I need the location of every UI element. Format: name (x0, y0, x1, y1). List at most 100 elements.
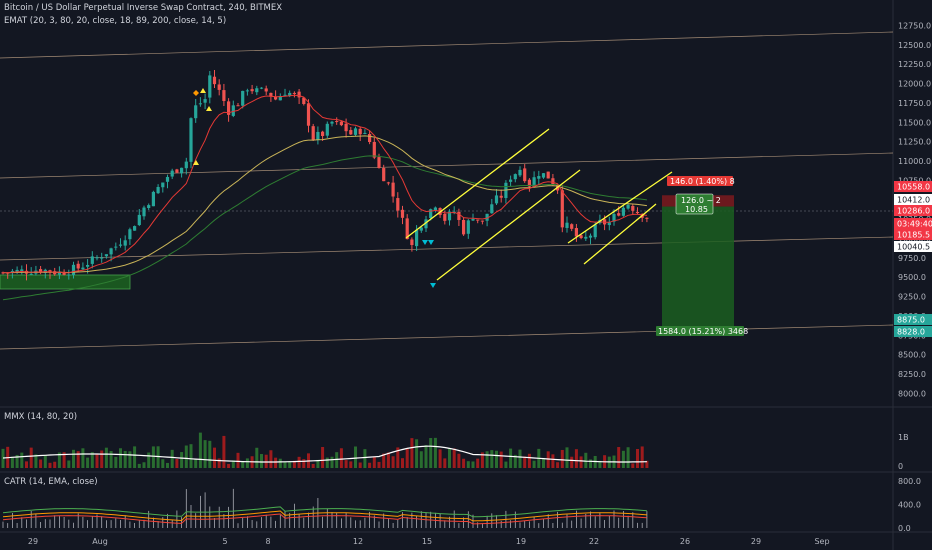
price-tick-label: 12250.0 (898, 60, 931, 69)
candle-body (353, 128, 358, 135)
price-tick-label: 11250.0 (898, 138, 931, 147)
volume-bar (354, 446, 357, 468)
volume-bar (504, 461, 508, 468)
volume-bar (227, 463, 231, 468)
catr-tick-label: 400.0 (898, 500, 921, 509)
channel-trendline (436, 169, 581, 281)
price-tag (894, 218, 932, 229)
chart-title: Bitcoin / US Dollar Perpetual Inverse Sw… (4, 3, 283, 13)
volume-bar (109, 451, 113, 468)
candle-body (382, 168, 386, 182)
volume-bar (86, 457, 90, 468)
time-tick-label: 19 (516, 537, 526, 546)
price-tag (894, 314, 932, 325)
candle-body (391, 182, 395, 197)
price-tick-label: 9500.0 (898, 273, 926, 282)
time-tick-label: 26 (680, 537, 690, 546)
candle-body (490, 204, 494, 214)
volume-bar (34, 454, 38, 468)
volume-bar (316, 459, 320, 468)
candle-body (208, 75, 212, 98)
candle-body (471, 218, 475, 221)
volume-bar (175, 458, 179, 468)
entry-label-1: 126.0 ~ 2 (681, 196, 721, 205)
volume-bar (471, 461, 475, 468)
candle-body (405, 218, 409, 240)
channel-line (0, 152, 894, 179)
candle-body (86, 265, 90, 267)
candle-body (523, 168, 527, 182)
price-tag (894, 241, 932, 252)
candle-body (15, 269, 19, 273)
candle-body (194, 105, 198, 119)
volume-bar (10, 456, 14, 468)
catr-panel: 800.0 400.0 0.0 (2, 477, 921, 533)
volume-bar (358, 462, 362, 468)
volume-bar (560, 449, 564, 468)
volume-bar (509, 448, 513, 468)
candle-body (292, 92, 296, 94)
price-tag (894, 229, 932, 240)
candle-body (443, 213, 447, 221)
volume-bar (311, 463, 315, 468)
volume-bar (565, 447, 569, 468)
time-tick-label: 8 (265, 537, 270, 546)
candle-body (363, 132, 367, 134)
volume-bar (490, 450, 494, 468)
candle-body (466, 220, 470, 234)
price-tags: 10558.0 10412.0 10286.0 03:49:40 10185.5 1004… (894, 181, 932, 337)
candle-body (245, 90, 249, 92)
volume-bar (396, 447, 400, 468)
volume-bar (297, 456, 301, 468)
volume-bar (245, 458, 249, 468)
volume-bar (114, 456, 118, 468)
volume-bar (128, 451, 132, 468)
candle-body (100, 257, 104, 259)
catr-panel-label: CATR (14, EMA, close) (4, 477, 98, 487)
candle-body (574, 228, 578, 237)
candle-body (645, 217, 649, 219)
volume-bar (626, 447, 630, 468)
volume-bar (156, 446, 160, 468)
candle-body (377, 157, 381, 168)
candle-body (339, 121, 343, 126)
price-tick-label: 12750.0 (898, 21, 931, 30)
candle-body (631, 205, 635, 211)
volume-bar (523, 456, 527, 468)
candle-body (114, 246, 118, 248)
volume-bar (15, 454, 19, 468)
volume-bar (344, 460, 348, 468)
signal-markers (193, 88, 436, 288)
volume-bar (255, 447, 259, 468)
candle-body (95, 257, 99, 259)
time-tick-label: 29 (751, 537, 761, 546)
candle-body (297, 91, 301, 98)
candle-body (128, 229, 132, 240)
candle-body (231, 105, 235, 116)
volume-bar (269, 450, 273, 468)
volume-bar (542, 458, 545, 468)
candle-body (410, 239, 414, 246)
candle-body (358, 128, 362, 135)
price-tick-label: 12000.0 (898, 80, 931, 89)
catr-tick-label: 0.0 (898, 524, 911, 533)
price-axis: 12750.0 12500.0 12250.0 12000.0 11750.0 11500… (898, 21, 931, 398)
volume-bar (335, 452, 339, 468)
up-arrow-icon (200, 88, 206, 93)
candle-body (170, 170, 174, 177)
volume-bar (448, 448, 451, 468)
candle-body (165, 176, 170, 182)
candle-body (274, 96, 278, 100)
volume-bar (213, 447, 216, 468)
candle-body (90, 256, 94, 264)
volume-bar (151, 446, 155, 468)
volume-bar (236, 452, 240, 468)
price-tag-label: 03:49:40 (897, 220, 932, 229)
candle-body (175, 169, 179, 173)
candle-body (527, 179, 531, 187)
volume-bar (570, 456, 574, 468)
candle-body (593, 224, 597, 238)
volume-bar (95, 453, 99, 468)
candle-body (372, 141, 376, 158)
